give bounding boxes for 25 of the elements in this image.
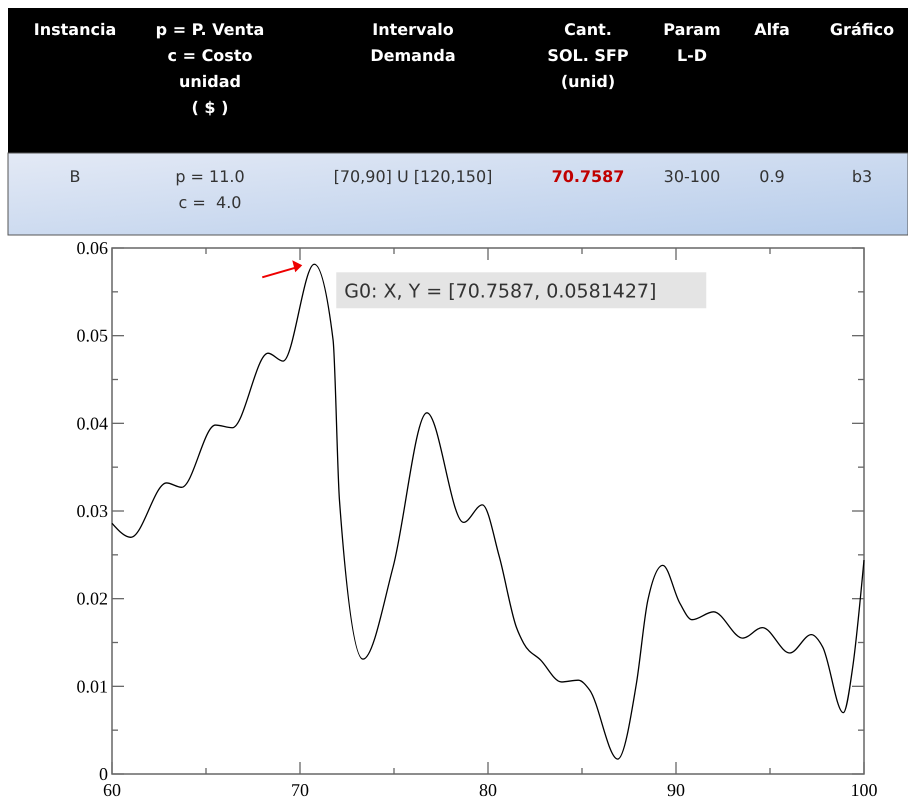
text: Instancia bbox=[34, 20, 116, 39]
text: Gráfico bbox=[830, 20, 894, 39]
y-tick-label: 0.03 bbox=[76, 501, 108, 521]
text: 0.9 bbox=[759, 167, 785, 186]
text: B bbox=[70, 167, 80, 186]
text: [70,90] U [120,150] bbox=[334, 167, 492, 186]
x-tick-label: 100 bbox=[850, 780, 878, 799]
text: b3 bbox=[852, 167, 872, 186]
text: p = 11.0 c = 4.0 bbox=[175, 167, 245, 212]
y-tick-label: 0.04 bbox=[76, 413, 108, 434]
text: 30-100 bbox=[664, 167, 720, 186]
y-tick-label: 0.01 bbox=[76, 676, 108, 696]
text: Alfa bbox=[754, 20, 790, 39]
y-tick-label: 0.06 bbox=[76, 238, 108, 258]
text: p = P. Venta c = Costo unidad ( $ ) bbox=[156, 20, 264, 117]
text: Param L-D bbox=[663, 20, 721, 65]
annotation: G0: X, Y = [70.7587, 0.0581427] bbox=[344, 280, 656, 302]
y-tick-label: 0.02 bbox=[76, 588, 108, 609]
x-tick-label: 70 bbox=[291, 780, 309, 799]
text: Cant. SOL. SFP (unid) bbox=[547, 20, 629, 91]
text: Intervalo Demanda bbox=[370, 20, 456, 65]
y-tick-label: 0.05 bbox=[76, 326, 108, 346]
text: 70.7587 bbox=[552, 167, 624, 186]
x-tick-label: 90 bbox=[667, 780, 685, 799]
x-tick-label: 80 bbox=[479, 780, 497, 799]
